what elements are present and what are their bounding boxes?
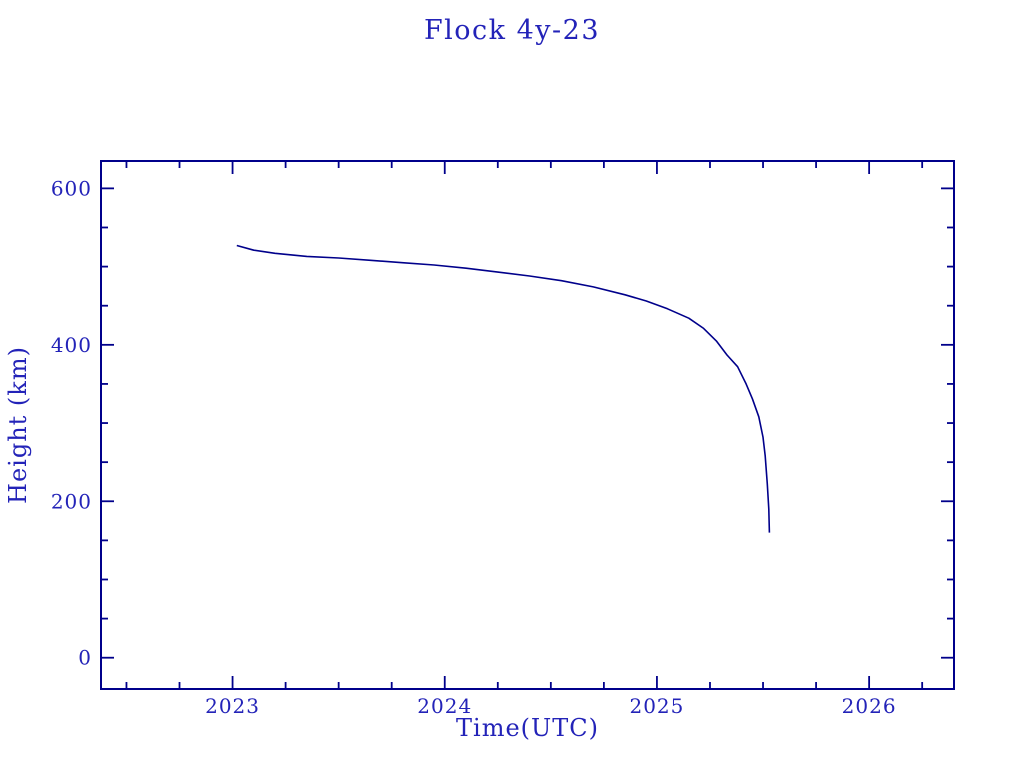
y-tick-label: 0	[78, 646, 92, 670]
x-tick-label: 2023	[205, 694, 260, 718]
y-tick-label: 400	[51, 333, 92, 357]
y-tick-label: 600	[51, 176, 92, 200]
chart-title: Flock 4y-23	[423, 15, 601, 46]
x-axis-title: Time(UTC)	[456, 714, 599, 742]
x-tick-label: 2024	[417, 694, 472, 718]
height-curve	[236, 244, 771, 533]
y-axis-title: Height (km)	[4, 346, 32, 504]
y-tick-label: 200	[51, 489, 92, 513]
x-tick-label: 2025	[629, 694, 684, 718]
plot-frame	[100, 160, 955, 690]
x-tick-label: 2026	[842, 694, 897, 718]
